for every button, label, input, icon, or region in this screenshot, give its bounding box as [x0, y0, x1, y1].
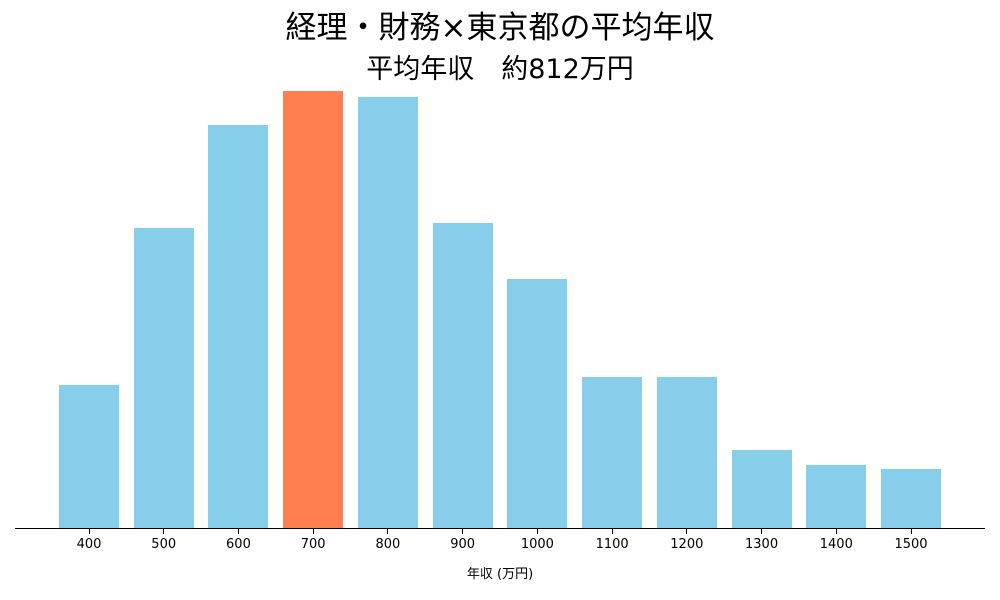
bar-500	[133, 228, 194, 529]
x-tick-label: 1400	[819, 537, 853, 552]
bar-900	[432, 223, 493, 529]
x-tick	[835, 529, 837, 534]
x-tick	[686, 529, 688, 534]
x-tick	[910, 529, 912, 534]
x-tick-label: 500	[151, 537, 177, 552]
x-tick-label: 700	[300, 537, 326, 552]
x-tick-label: 400	[76, 537, 102, 552]
x-tick	[387, 529, 389, 534]
x-axis-line	[15, 528, 985, 530]
chart-title: 経理・財務×東京都の平均年収	[285, 10, 715, 46]
bar-1200	[656, 377, 717, 529]
x-tick	[761, 529, 763, 534]
x-tick	[536, 529, 538, 534]
bar-1400	[806, 465, 867, 529]
x-tick-label: 1000	[520, 537, 554, 552]
x-tick-label: 1100	[595, 537, 629, 552]
x-tick	[312, 529, 314, 534]
x-tick	[163, 529, 165, 534]
x-tick-label: 900	[450, 537, 476, 552]
bar-600	[208, 125, 269, 529]
bar-1300	[731, 450, 792, 529]
x-axis-label: 年収 (万円)	[466, 567, 534, 582]
bar-1500	[881, 469, 942, 529]
chart-subtitle: 平均年収 約812万円	[366, 54, 634, 85]
bar-1100	[582, 377, 643, 529]
x-tick-label: 1500	[894, 537, 928, 552]
bar-800	[357, 97, 418, 529]
x-tick	[88, 529, 90, 534]
bar-700	[283, 91, 344, 529]
x-tick-label: 1300	[745, 537, 779, 552]
bar-1000	[507, 279, 568, 529]
x-tick	[611, 529, 613, 534]
bar-400	[59, 385, 119, 529]
x-tick	[462, 529, 464, 534]
x-tick-label: 1200	[670, 537, 704, 552]
x-tick	[237, 529, 239, 534]
x-tick-label: 800	[375, 537, 401, 552]
plot-area	[15, 0, 985, 529]
x-tick-label: 600	[226, 537, 251, 552]
